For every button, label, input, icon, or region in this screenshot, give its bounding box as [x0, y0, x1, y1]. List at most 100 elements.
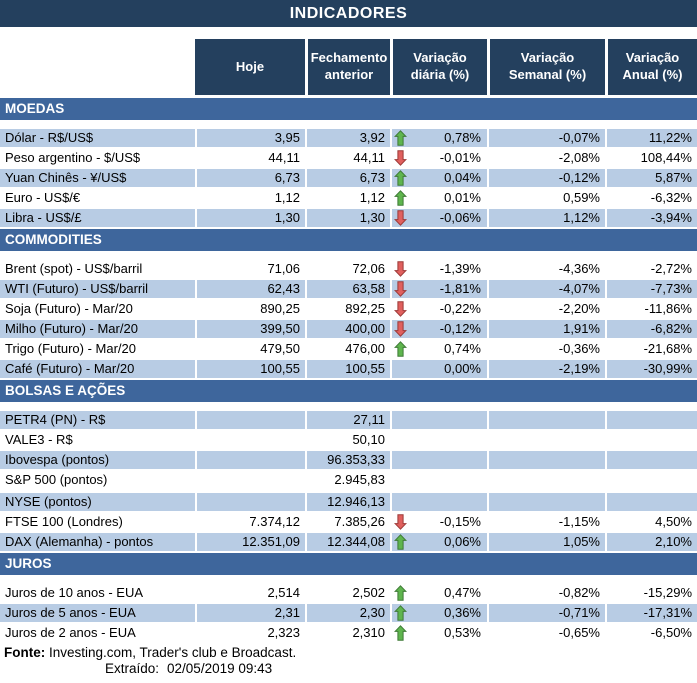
cell-variacao-diaria: 0,78% [390, 129, 487, 147]
cell-fechamento: 400,00 [305, 320, 390, 338]
cell-variacao-diaria: -0,15% [390, 513, 487, 531]
cell-variacao-semanal: -4,36% [487, 260, 605, 278]
cell-variacao-diaria [390, 431, 487, 449]
table-row: Peso argentino - $/US$ 44,11 44,11 -0,01% -2… [0, 149, 697, 167]
cell-fechamento: 3,92 [305, 129, 390, 147]
cell-variacao-semanal: -0,82% [487, 584, 605, 602]
source-line: Fonte: Investing.com, Trader's club e Br… [0, 645, 697, 660]
cell-variacao-diaria: -1,81% [390, 280, 487, 298]
row-label: Dólar - R$/US$ [0, 129, 195, 147]
cell-variacao-semanal: -2,20% [487, 300, 605, 318]
cell-variacao-semanal: -0,12% [487, 169, 605, 187]
cell-variacao-semanal: 0,59% [487, 189, 605, 207]
section-header-juros: JUROS [0, 553, 697, 575]
table-row: FTSE 100 (Londres) 7.374,12 7.385,26 -0,15%… [0, 513, 697, 531]
cell-hoje: 71,06 [195, 260, 305, 278]
table-row: Dólar - R$/US$ 3,95 3,92 0,78% -0,07% 11,22% [0, 129, 697, 147]
cell-variacao-anual: -2,72% [605, 260, 697, 278]
cell-hoje: 1,12 [195, 189, 305, 207]
cell-variacao-anual: 4,50% [605, 513, 697, 531]
cell-fechamento: 7.385,26 [305, 513, 390, 531]
cell-variacao-diaria [390, 471, 487, 489]
cell-fechamento: 96.353,33 [305, 451, 390, 469]
table-row: Euro - US$/€ 1,12 1,12 0,01% 0,59% -6,32% [0, 189, 697, 207]
cell-fechamento: 12.344,08 [305, 533, 390, 551]
table-row: Milho (Futuro) - Mar/20 399,50 400,00 -0,12… [0, 320, 697, 338]
cell-fechamento: 44,11 [305, 149, 390, 167]
row-label: PETR4 (PN) - R$ [0, 411, 195, 429]
column-header-fechamento-anterior: Fechamento anterior [305, 39, 390, 95]
table-row: DAX (Alemanha) - pontos 12.351,09 12.344,0… [0, 533, 697, 551]
cell-variacao-diaria: -0,01% [390, 149, 487, 167]
arrow-down-icon [394, 150, 407, 166]
cell-variacao-semanal [487, 493, 605, 511]
cell-fechamento: 27,11 [305, 411, 390, 429]
cell-variacao-anual: -6,32% [605, 189, 697, 207]
cell-variacao-anual: 11,22% [605, 129, 697, 147]
cell-variacao-diaria: -1,39% [390, 260, 487, 278]
cell-variacao-semanal: -4,07% [487, 280, 605, 298]
cell-hoje: 479,50 [195, 340, 305, 358]
column-header-variacao-diaria: Variação diária (%) [390, 39, 487, 95]
cell-variacao-diaria: -0,12% [390, 320, 487, 338]
cell-variacao-diaria: 0,04% [390, 169, 487, 187]
table-row: Trigo (Futuro) - Mar/20 479,50 476,00 0,74%… [0, 340, 697, 358]
cell-fechamento: 6,73 [305, 169, 390, 187]
header-corner-spacer [0, 39, 195, 95]
row-label: Milho (Futuro) - Mar/20 [0, 320, 195, 338]
footer: Fonte: Investing.com, Trader's club e Br… [0, 645, 697, 676]
cell-variacao-semanal [487, 431, 605, 449]
row-label: Libra - US$/£ [0, 209, 195, 227]
section-header-bolsas: BOLSAS E AÇÕES [0, 380, 697, 402]
cell-variacao-anual: -30,99% [605, 360, 697, 378]
cell-variacao-diaria [390, 451, 487, 469]
cell-variacao-anual: 108,44% [605, 149, 697, 167]
cell-hoje [195, 471, 305, 489]
row-label: Euro - US$/€ [0, 189, 195, 207]
table-row: Libra - US$/£ 1,30 1,30 -0,06% 1,12% -3,94% [0, 209, 697, 227]
cell-fechamento: 12.946,13 [305, 493, 390, 511]
cell-variacao-diaria [390, 493, 487, 511]
cell-variacao-semanal: -2,19% [487, 360, 605, 378]
cell-variacao-anual: -6,82% [605, 320, 697, 338]
cell-variacao-anual: -3,94% [605, 209, 697, 227]
sections: MOEDAS Dólar - R$/US$ 3,95 3,92 0,78% -0,07% 1… [0, 98, 697, 642]
cell-variacao-semanal: 1,05% [487, 533, 605, 551]
cell-hoje: 7.374,12 [195, 513, 305, 531]
arrow-up-icon [394, 534, 407, 550]
cell-hoje: 399,50 [195, 320, 305, 338]
row-label: WTI (Futuro) - US$/barril [0, 280, 195, 298]
row-label: FTSE 100 (Londres) [0, 513, 195, 531]
cell-hoje [195, 411, 305, 429]
cell-fechamento: 100,55 [305, 360, 390, 378]
source-text: Investing.com, Trader's club e Broadcast… [45, 645, 297, 660]
cell-variacao-anual: -15,29% [605, 584, 697, 602]
table-row: Soja (Futuro) - Mar/20 890,25 892,25 -0,22%… [0, 300, 697, 318]
cell-hoje [195, 493, 305, 511]
cell-variacao-semanal: 1,91% [487, 320, 605, 338]
cell-variacao-anual: -17,31% [605, 604, 697, 622]
extracted-line: Extraído: 02/05/2019 09:43 [0, 661, 697, 676]
table-row: S&P 500 (pontos) 2.945,83 [0, 471, 697, 489]
arrow-up-icon [394, 585, 407, 601]
cell-variacao-diaria: 0,36% [390, 604, 487, 622]
cell-fechamento: 72,06 [305, 260, 390, 278]
cell-variacao-anual [605, 493, 697, 511]
arrow-down-icon [394, 301, 407, 317]
row-label: Juros de 5 anos - EUA [0, 604, 195, 622]
table-row: VALE3 - R$ 50,10 [0, 431, 697, 449]
row-label: Café (Futuro) - Mar/20 [0, 360, 195, 378]
cell-fechamento: 2,30 [305, 604, 390, 622]
arrow-down-icon [394, 321, 407, 337]
cell-variacao-semanal: -1,15% [487, 513, 605, 531]
cell-variacao-anual: -7,73% [605, 280, 697, 298]
row-label: Yuan Chinês - ¥/US$ [0, 169, 195, 187]
cell-variacao-semanal: -0,65% [487, 624, 605, 642]
table-row: Yuan Chinês - ¥/US$ 6,73 6,73 0,04% -0,12% 5,… [0, 169, 697, 187]
arrow-down-icon [394, 281, 407, 297]
cell-variacao-semanal: -0,07% [487, 129, 605, 147]
cell-fechamento: 1,12 [305, 189, 390, 207]
cell-fechamento: 63,58 [305, 280, 390, 298]
cell-fechamento: 50,10 [305, 431, 390, 449]
